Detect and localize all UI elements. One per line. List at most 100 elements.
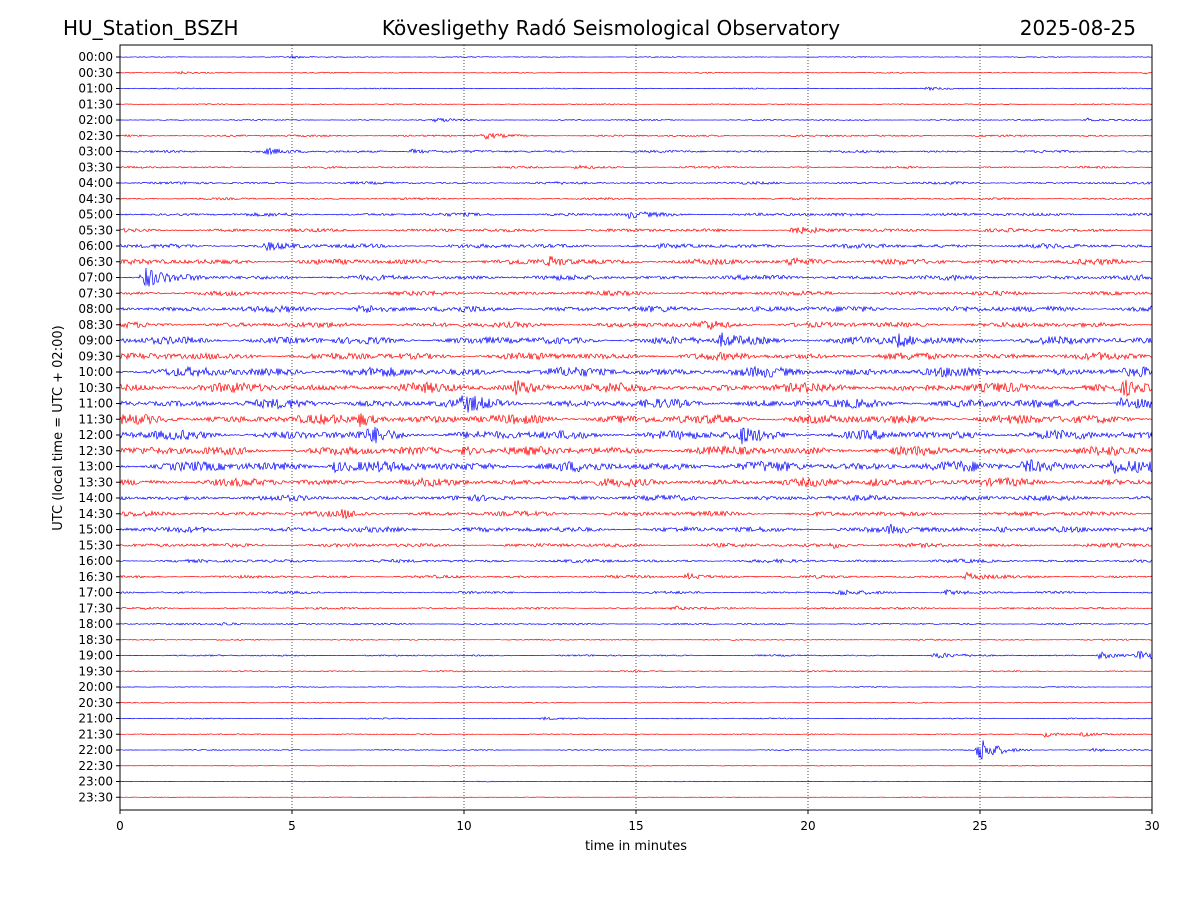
trace-08:30 [119,320,1153,330]
trace-14:00 [119,493,1153,503]
y-tick-label-15:30: 15:30 [78,538,113,552]
trace-20:00 [119,686,1153,688]
trace-05:30 [119,226,1153,235]
y-tick-label-06:30: 06:30 [78,255,113,269]
trace-18:00 [119,621,1153,626]
trace-05:00 [119,211,1153,220]
y-tick-label-21:30: 21:30 [78,727,113,741]
trace-00:30 [119,70,1153,75]
y-tick-label-05:30: 05:30 [78,223,113,237]
trace-22:00 [119,740,1153,760]
y-tick-label-21:00: 21:00 [78,712,113,726]
trace-09:00 [119,332,1153,348]
y-tick-label-03:30: 03:30 [78,160,113,174]
y-tick-label-18:30: 18:30 [78,633,113,647]
trace-17:30 [119,605,1153,611]
trace-16:30 [119,571,1153,581]
y-tick-label-06:00: 06:00 [78,239,113,253]
chart-date: 2025-08-25 [1020,16,1136,40]
x-tick-label-30: 30 [1144,819,1159,833]
y-tick-label-17:30: 17:30 [78,601,113,615]
y-tick-label-02:00: 02:00 [78,113,113,127]
y-tick-label-00:30: 00:30 [78,66,113,80]
y-tick-label-14:00: 14:00 [78,491,113,505]
trace-08:00 [119,304,1153,314]
trace-00:00 [119,55,1153,60]
y-tick-label-13:00: 13:00 [78,460,113,474]
x-tick-label-5: 5 [288,819,296,833]
trace-16:00 [119,558,1153,564]
seismic-traces [119,55,1153,798]
y-tick-label-10:30: 10:30 [78,381,113,395]
trace-11:00 [119,395,1153,413]
y-tick-label-08:30: 08:30 [78,318,113,332]
y-tick-label-04:30: 04:30 [78,192,113,206]
y-tick-label-07:00: 07:00 [78,271,113,285]
trace-13:30 [119,476,1153,489]
trace-04:30 [119,197,1153,201]
trace-21:00 [119,716,1153,721]
y-tick-label-16:30: 16:30 [78,570,113,584]
x-tick-label-0: 0 [116,819,124,833]
y-tick-label-00:00: 00:00 [78,50,113,64]
y-tick-label-11:00: 11:00 [78,397,113,411]
y-tick-label-05:00: 05:00 [78,208,113,222]
y-tick-label-15:00: 15:00 [78,523,113,537]
y-tick-label-22:00: 22:00 [78,743,113,757]
trace-02:30 [119,133,1153,140]
trace-21:30 [119,731,1153,738]
plot-frame [119,44,1153,811]
trace-10:00 [119,365,1153,379]
y-tick-label-19:00: 19:00 [78,649,113,663]
trace-01:00 [119,86,1153,92]
trace-04:00 [119,180,1153,186]
y-tick-label-19:30: 19:30 [78,664,113,678]
y-tick-label-17:00: 17:00 [78,586,113,600]
trace-14:30 [119,509,1153,520]
y-tick-label-09:30: 09:30 [78,349,113,363]
trace-17:00 [119,588,1153,596]
y-tick-label-01:30: 01:30 [78,97,113,111]
trace-15:30 [119,541,1153,549]
trace-01:30 [119,103,1153,106]
station-name: HU_Station_BSZH [63,16,239,40]
y-tick-label-04:00: 04:00 [78,176,113,190]
y-tick-label-12:30: 12:30 [78,444,113,458]
y-tick-label-18:00: 18:00 [78,617,113,631]
trace-06:30 [119,256,1153,267]
x-tick-label-20: 20 [800,819,815,833]
y-tick-label-16:00: 16:00 [78,554,113,568]
trace-19:00 [119,650,1153,660]
y-axis-label: UTC (local time = UTC + 02:00) [51,325,66,530]
trace-13:00 [119,459,1153,475]
trace-12:00 [119,426,1153,445]
trace-23:30 [119,796,1153,798]
trace-02:00 [119,117,1153,123]
trace-03:00 [119,147,1153,156]
y-tick-label-23:00: 23:00 [78,775,113,789]
trace-07:30 [119,289,1153,297]
trace-10:30 [119,379,1153,398]
y-tick-label-07:30: 07:30 [78,286,113,300]
y-tick-label-20:30: 20:30 [78,696,113,710]
trace-20:30 [119,701,1153,704]
x-axis-label: time in minutes [585,839,687,854]
y-tick-label-22:30: 22:30 [78,759,113,773]
y-tick-label-23:30: 23:30 [78,790,113,804]
y-tick-label-01:00: 01:00 [78,82,113,96]
trace-06:00 [119,241,1153,252]
trace-19:30 [119,670,1153,673]
trace-03:30 [119,164,1153,170]
x-tick-label-15: 15 [628,819,643,833]
y-tick-label-09:00: 09:00 [78,334,113,348]
x-axis-ticks: 0 5 10 15 20 25 30 [116,810,1160,833]
trace-12:30 [119,445,1153,457]
y-tick-label-11:30: 11:30 [78,412,113,426]
y-tick-label-14:30: 14:30 [78,507,113,521]
y-tick-label-03:00: 03:00 [78,145,113,159]
y-tick-label-02:30: 02:30 [78,129,113,143]
chart-title: Kövesligethy Radó Seismological Observat… [382,16,840,40]
trace-09:30 [119,351,1153,362]
